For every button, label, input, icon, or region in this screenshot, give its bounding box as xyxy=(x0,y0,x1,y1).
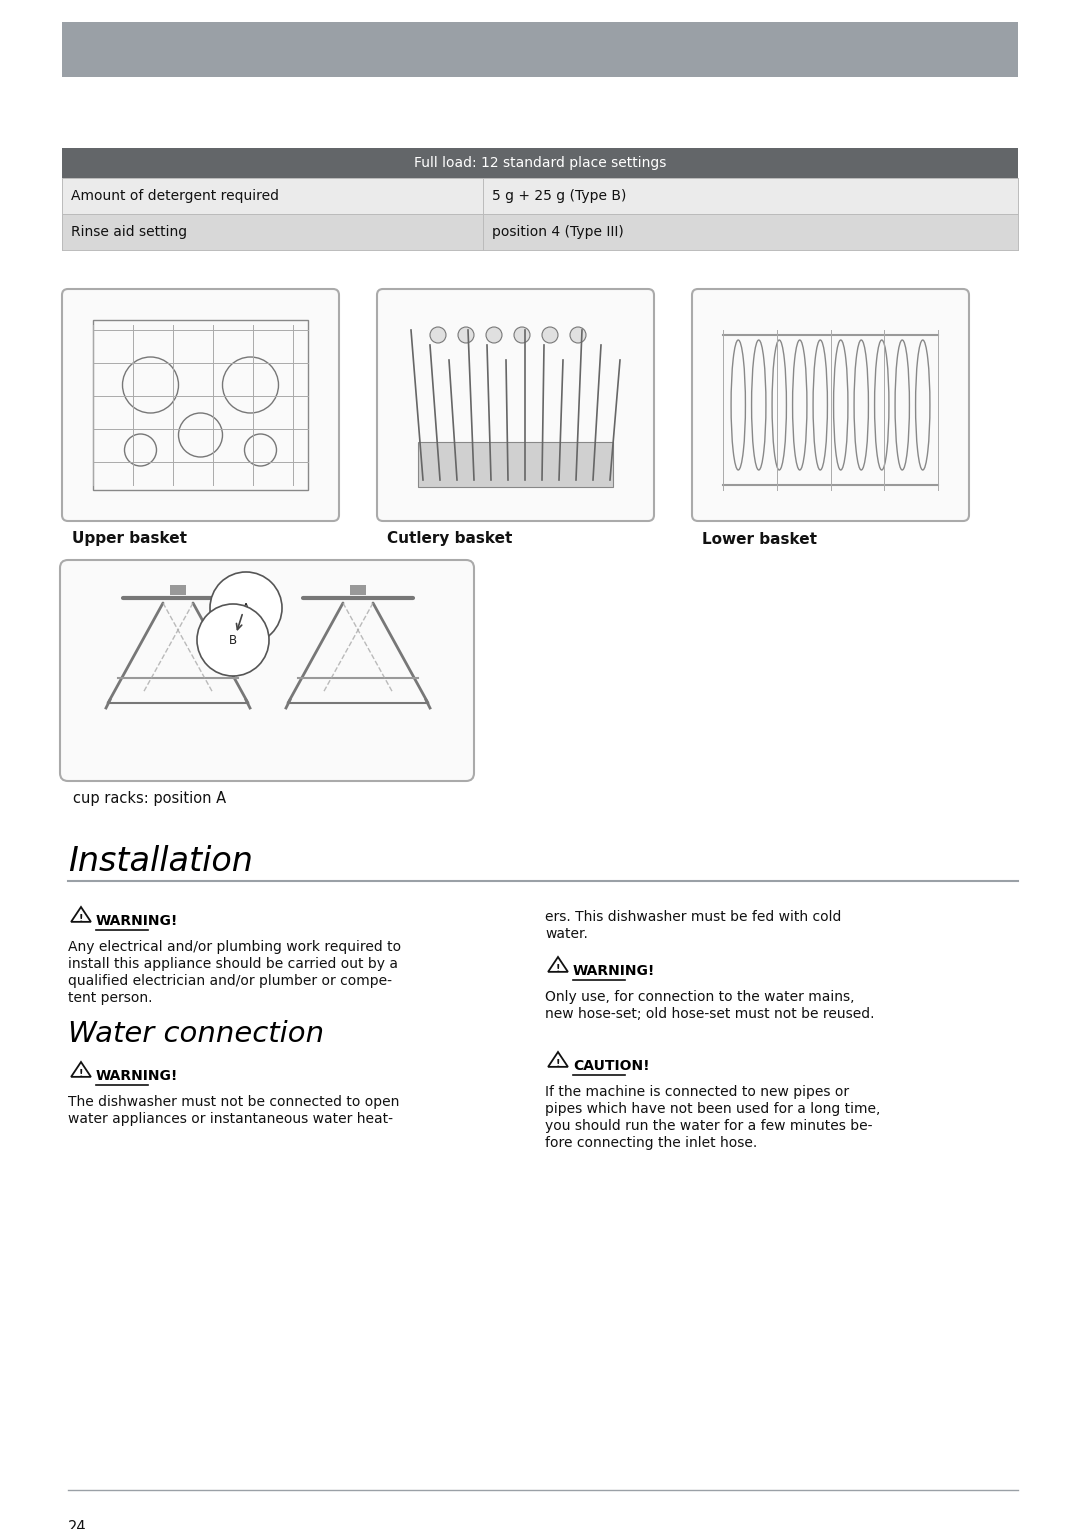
Text: water appliances or instantaneous water heat-: water appliances or instantaneous water … xyxy=(68,1112,393,1125)
Circle shape xyxy=(570,327,586,342)
Text: B: B xyxy=(229,633,238,647)
Text: 24: 24 xyxy=(68,1520,86,1529)
Text: water.: water. xyxy=(545,927,588,940)
Text: Any electrical and/or plumbing work required to: Any electrical and/or plumbing work requ… xyxy=(68,940,401,954)
Text: pipes which have not been used for a long time,: pipes which have not been used for a lon… xyxy=(545,1102,880,1116)
Circle shape xyxy=(486,327,502,342)
Text: qualified electrician and/or plumber or compe-: qualified electrician and/or plumber or … xyxy=(68,974,392,988)
Bar xyxy=(62,21,1018,76)
Polygon shape xyxy=(71,907,91,922)
FancyBboxPatch shape xyxy=(60,560,474,781)
Text: !: ! xyxy=(556,963,561,974)
Text: !: ! xyxy=(556,1058,561,1069)
Text: WARNING!: WARNING! xyxy=(96,1069,178,1083)
Text: A: A xyxy=(242,601,249,615)
Circle shape xyxy=(458,327,474,342)
FancyBboxPatch shape xyxy=(377,289,654,521)
Circle shape xyxy=(542,327,558,342)
Polygon shape xyxy=(549,957,568,972)
Polygon shape xyxy=(71,1063,91,1076)
Text: ers. This dishwasher must be fed with cold: ers. This dishwasher must be fed with co… xyxy=(545,910,841,924)
Text: position 4 (Type III): position 4 (Type III) xyxy=(491,225,623,239)
Bar xyxy=(62,148,1018,177)
Text: Amount of detergent required: Amount of detergent required xyxy=(71,190,279,203)
Text: !: ! xyxy=(79,913,83,924)
Text: cup racks: position A: cup racks: position A xyxy=(73,792,226,806)
Text: The dishwasher must not be connected to open: The dishwasher must not be connected to … xyxy=(68,1095,400,1109)
Text: Full load: 12 standard place settings: Full load: 12 standard place settings xyxy=(414,156,666,170)
Bar xyxy=(350,586,366,595)
Text: CAUTION!: CAUTION! xyxy=(573,1060,650,1073)
Text: Lower basket: Lower basket xyxy=(702,532,816,546)
Circle shape xyxy=(514,327,530,342)
Text: Rinse aid setting: Rinse aid setting xyxy=(71,225,187,239)
Text: WARNING!: WARNING! xyxy=(573,963,656,979)
Bar xyxy=(93,320,308,489)
Text: !: ! xyxy=(79,1069,83,1078)
Text: If the machine is connected to new pipes or: If the machine is connected to new pipes… xyxy=(545,1086,849,1099)
FancyBboxPatch shape xyxy=(692,289,969,521)
Text: fore connecting the inlet hose.: fore connecting the inlet hose. xyxy=(545,1136,757,1150)
Text: Upper basket: Upper basket xyxy=(72,532,187,546)
Text: install this appliance should be carried out by a: install this appliance should be carried… xyxy=(68,957,399,971)
Text: Installation: Installation xyxy=(68,846,253,878)
FancyBboxPatch shape xyxy=(62,289,339,521)
Circle shape xyxy=(430,327,446,342)
Text: Water connection: Water connection xyxy=(68,1020,324,1047)
Bar xyxy=(62,177,1018,214)
Text: Cutlery basket: Cutlery basket xyxy=(387,532,512,546)
Polygon shape xyxy=(549,1052,568,1067)
Bar xyxy=(170,586,186,595)
Text: Only use, for connection to the water mains,: Only use, for connection to the water ma… xyxy=(545,989,854,1005)
Text: tent person.: tent person. xyxy=(68,991,152,1005)
Text: WARNING!: WARNING! xyxy=(96,914,178,928)
Text: you should run the water for a few minutes be-: you should run the water for a few minut… xyxy=(545,1119,873,1133)
Text: 5 g + 25 g (Type B): 5 g + 25 g (Type B) xyxy=(491,190,626,203)
Text: new hose-set; old hose-set must not be reused.: new hose-set; old hose-set must not be r… xyxy=(545,1008,875,1021)
Bar xyxy=(418,442,613,488)
Bar xyxy=(62,214,1018,251)
